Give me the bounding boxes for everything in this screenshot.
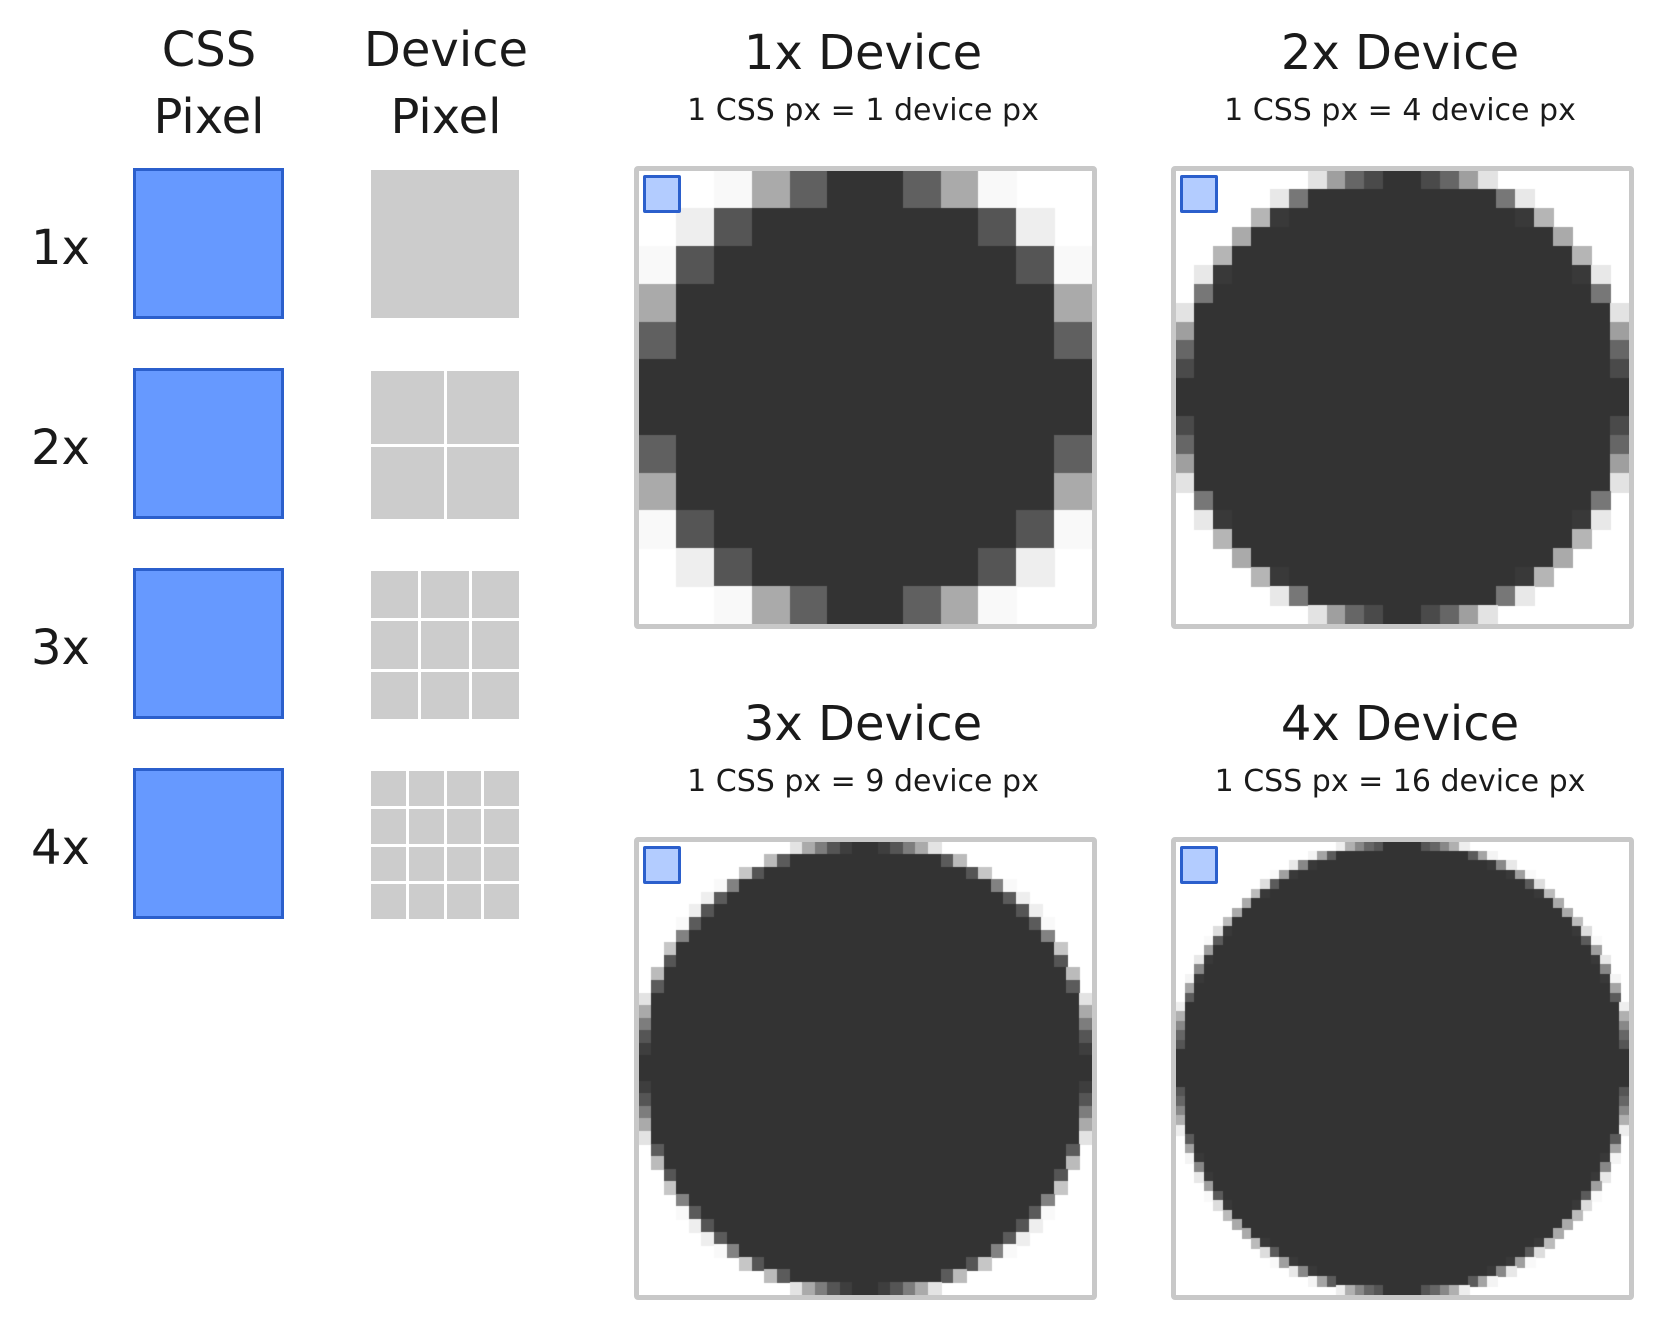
css-pixel-marker-2x (1180, 175, 1218, 213)
device-subpixel (421, 571, 469, 619)
device-subpixel (371, 808, 406, 844)
device-pixel-grid-1x (371, 170, 519, 318)
circle-raster-2x (1176, 171, 1629, 624)
device-subpixel (408, 808, 444, 844)
row-label-3x: 3x (31, 620, 90, 676)
rendered-circle-panel-3x (634, 837, 1097, 1300)
device-pixel-grid-4x (371, 771, 519, 919)
css-pixel-square-4x (133, 768, 284, 919)
css-pixel-square-1x (133, 168, 284, 319)
css-pixel-marker-3x (643, 846, 681, 884)
device-subpixel (446, 371, 519, 444)
device-subpixel (408, 771, 444, 806)
device-subpixel (484, 846, 519, 882)
device-subpixel (484, 771, 519, 806)
device-subpixel (371, 846, 406, 882)
device-subpixel (408, 884, 444, 919)
css-pixel-column-header: CSS Pixel (153, 22, 265, 145)
device-pixel-grid-3x (371, 571, 519, 719)
css-pixel-square-3x (133, 568, 284, 719)
device-subpixel (446, 771, 482, 806)
device-subpixel (371, 621, 419, 669)
circle-raster-4x (1176, 842, 1629, 1295)
device-subpixel (421, 621, 469, 669)
device-subpixel (371, 671, 419, 719)
panel-title-1x: 1x Device (743, 25, 983, 81)
circle-raster-3x (639, 842, 1092, 1295)
css-pixel-square-2x (133, 368, 284, 519)
row-label-4x: 4x (31, 820, 90, 876)
panel-subtitle-2x: 1 CSS px = 4 device px (1224, 93, 1576, 128)
device-subpixel (446, 884, 482, 919)
device-subpixel (371, 771, 406, 806)
device-subpixel (471, 571, 519, 619)
panel-subtitle-3x: 1 CSS px = 9 device px (687, 764, 1039, 799)
device-subpixel (371, 170, 519, 318)
panel-title-4x: 4x Device (1280, 696, 1520, 752)
device-subpixel (484, 884, 519, 919)
device-subpixel (446, 846, 482, 882)
device-subpixel (421, 671, 469, 719)
device-subpixel (371, 446, 444, 519)
device-subpixel (446, 808, 482, 844)
device-pixel-grid-2x (371, 371, 519, 519)
device-subpixel (371, 884, 406, 919)
device-subpixel (371, 371, 444, 444)
circle-raster-1x (639, 171, 1092, 624)
device-subpixel (471, 621, 519, 669)
panel-title-3x: 3x Device (743, 696, 983, 752)
panel-title-2x: 2x Device (1280, 25, 1520, 81)
row-label-1x: 1x (31, 220, 90, 276)
device-subpixel (446, 446, 519, 519)
rendered-circle-panel-2x (1171, 166, 1634, 629)
device-subpixel (371, 571, 419, 619)
panel-subtitle-1x: 1 CSS px = 1 device px (687, 93, 1039, 128)
device-subpixel (408, 846, 444, 882)
panel-subtitle-4x: 1 CSS px = 16 device px (1214, 764, 1586, 799)
css-pixel-marker-4x (1180, 846, 1218, 884)
device-pixel-column-header: Device Pixel (363, 22, 529, 145)
device-subpixel (484, 808, 519, 844)
row-label-2x: 2x (31, 420, 90, 476)
device-subpixel (471, 671, 519, 719)
rendered-circle-panel-4x (1171, 837, 1634, 1300)
css-pixel-marker-1x (643, 175, 681, 213)
rendered-circle-panel-1x (634, 166, 1097, 629)
